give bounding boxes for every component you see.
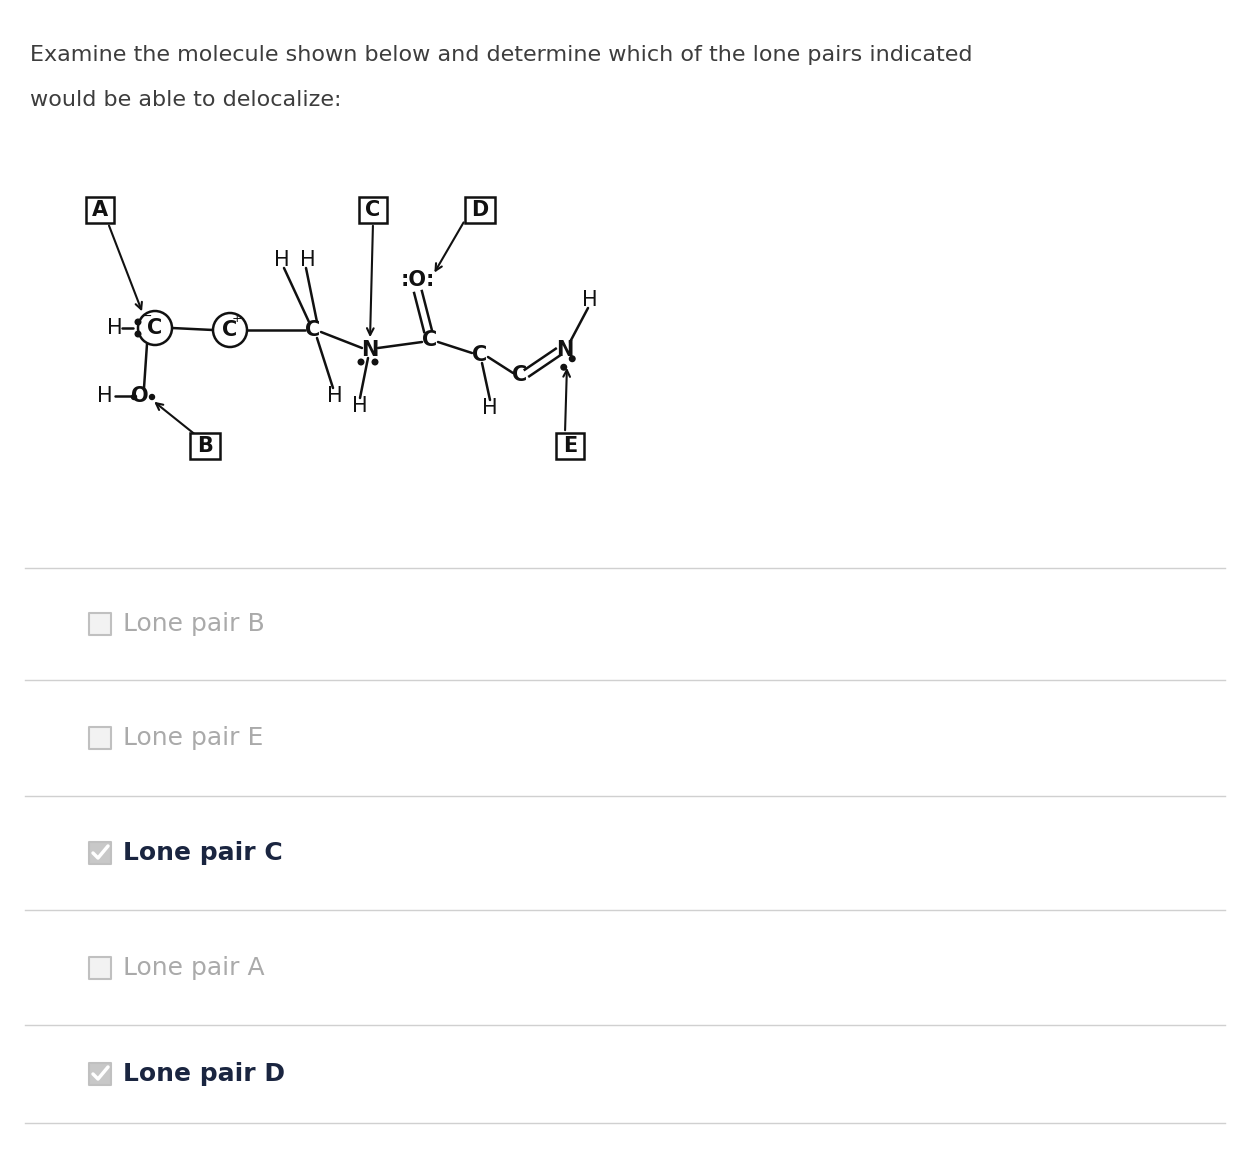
Text: H: H	[300, 250, 316, 270]
Text: H: H	[98, 386, 112, 406]
Bar	[190, 433, 220, 459]
Text: N: N	[556, 340, 574, 360]
Text: Lone pair C: Lone pair C	[122, 841, 282, 865]
Text: C: C	[222, 320, 238, 340]
Text: H: H	[274, 250, 290, 270]
Bar	[89, 727, 111, 749]
Text: Lone pair B: Lone pair B	[122, 611, 265, 636]
Text: −: −	[141, 309, 152, 322]
Bar	[89, 1063, 111, 1085]
Bar	[359, 197, 388, 223]
Text: N: N	[361, 340, 379, 360]
Circle shape	[359, 359, 364, 365]
Circle shape	[138, 312, 172, 345]
Text: Lone pair E: Lone pair E	[122, 726, 264, 750]
Text: H: H	[352, 396, 367, 416]
Text: Lone pair A: Lone pair A	[122, 957, 265, 980]
Text: would be able to delocalize:: would be able to delocalize:	[30, 90, 341, 110]
Text: Examine the molecule shown below and determine which of the lone pairs indicated: Examine the molecule shown below and det…	[30, 45, 972, 65]
Text: H: H	[482, 398, 498, 418]
Text: C: C	[305, 320, 320, 340]
Text: :O:: :O:	[401, 270, 435, 290]
Text: O: O	[131, 386, 149, 406]
Circle shape	[570, 356, 575, 361]
Text: E: E	[562, 437, 578, 456]
Text: A: A	[92, 200, 108, 220]
Text: B: B	[198, 437, 212, 456]
Bar	[465, 197, 495, 223]
Text: C: C	[148, 318, 162, 338]
Text: C: C	[472, 345, 488, 365]
Text: Lone pair D: Lone pair D	[122, 1062, 285, 1086]
Bar	[556, 433, 584, 459]
Circle shape	[372, 359, 378, 365]
Circle shape	[213, 313, 248, 347]
Circle shape	[150, 395, 155, 400]
Text: H: H	[107, 318, 122, 338]
Text: C: C	[512, 365, 528, 384]
Text: D: D	[471, 200, 489, 220]
Bar	[89, 842, 111, 864]
Text: C: C	[365, 200, 380, 220]
Bar	[89, 957, 111, 979]
Bar	[86, 197, 114, 223]
Circle shape	[135, 320, 141, 324]
Text: +: +	[231, 312, 242, 324]
Text: H: H	[582, 290, 598, 310]
Circle shape	[131, 395, 136, 400]
Bar	[89, 613, 111, 635]
Circle shape	[135, 331, 141, 337]
Text: H: H	[328, 386, 342, 406]
Text: C: C	[422, 330, 437, 350]
Circle shape	[561, 365, 566, 371]
